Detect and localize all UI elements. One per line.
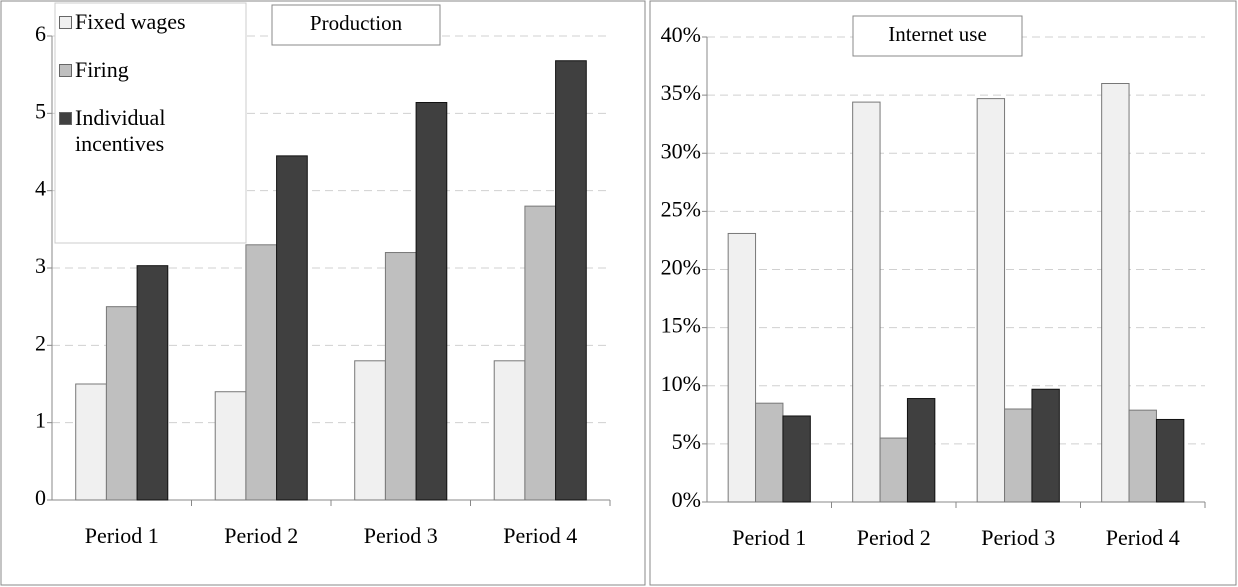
bar bbox=[415, 102, 448, 501]
legend-item: Firing bbox=[59, 57, 242, 83]
title-box bbox=[852, 15, 1023, 57]
legend-label: Fixed wages bbox=[75, 9, 186, 34]
bar bbox=[1128, 409, 1157, 503]
bar bbox=[105, 306, 138, 501]
bar bbox=[1155, 418, 1185, 503]
bar bbox=[1031, 388, 1060, 503]
y-tick-label: 2 bbox=[35, 330, 46, 355]
bar bbox=[1004, 408, 1033, 503]
legend-list: Fixed wages Firing Individual incentives bbox=[59, 9, 242, 157]
bar bbox=[245, 244, 278, 501]
legend-item: Individual incentives bbox=[59, 105, 242, 157]
bar bbox=[727, 232, 757, 503]
bar bbox=[214, 391, 247, 501]
y-tick-label: 5% bbox=[672, 429, 701, 454]
y-tick-label: 0 bbox=[35, 485, 46, 510]
x-tick-label: Period 4 bbox=[503, 523, 577, 548]
legend-swatch bbox=[59, 64, 72, 77]
x-tick-label: Period 1 bbox=[85, 523, 159, 548]
y-tick-label: 25% bbox=[661, 196, 701, 221]
bar bbox=[384, 252, 417, 501]
bar bbox=[354, 360, 386, 501]
bar bbox=[976, 98, 1006, 503]
title-box bbox=[271, 4, 441, 46]
x-tick-label: Period 1 bbox=[732, 525, 806, 550]
x-tick-label: Period 4 bbox=[1106, 525, 1180, 550]
bar bbox=[136, 265, 169, 501]
x-tick-label: Period 2 bbox=[857, 525, 931, 550]
y-tick-label: 4 bbox=[35, 176, 46, 201]
y-tick-label: 6 bbox=[35, 21, 46, 46]
y-tick-label: 20% bbox=[661, 255, 701, 280]
bar bbox=[493, 360, 526, 501]
x-tick-label: Period 3 bbox=[981, 525, 1055, 550]
y-tick-label: 35% bbox=[661, 80, 701, 105]
bar bbox=[75, 383, 107, 501]
legend-swatch bbox=[59, 16, 72, 29]
bar bbox=[852, 101, 881, 503]
x-tick-label: Period 3 bbox=[364, 523, 438, 548]
y-tick-label: 1 bbox=[35, 408, 46, 433]
y-tick-label: 30% bbox=[661, 138, 701, 163]
y-tick-label: 40% bbox=[661, 22, 701, 47]
bar bbox=[782, 415, 811, 503]
legend-swatch bbox=[59, 112, 72, 125]
legend-item: Fixed wages bbox=[59, 9, 242, 35]
legend-label: Individual incentives bbox=[75, 105, 166, 156]
y-tick-label: 15% bbox=[661, 313, 701, 338]
legend-label: Firing bbox=[75, 57, 129, 82]
bar bbox=[524, 205, 557, 501]
bar bbox=[906, 398, 936, 503]
legend-box bbox=[54, 2, 247, 244]
y-tick-label: 10% bbox=[661, 371, 701, 396]
bar bbox=[555, 60, 587, 501]
chart-title: Production bbox=[310, 11, 403, 35]
bar bbox=[755, 402, 784, 503]
chart-title: Internet use bbox=[888, 22, 987, 46]
bar bbox=[276, 155, 308, 501]
x-tick-label: Period 2 bbox=[224, 523, 298, 548]
y-tick-label: 0% bbox=[672, 487, 701, 512]
y-tick-label: 3 bbox=[35, 253, 46, 278]
bar bbox=[879, 437, 908, 503]
y-tick-label: 5 bbox=[35, 98, 46, 123]
bar bbox=[1101, 83, 1130, 503]
legend: Fixed wages Firing Individual incentives bbox=[59, 9, 242, 157]
